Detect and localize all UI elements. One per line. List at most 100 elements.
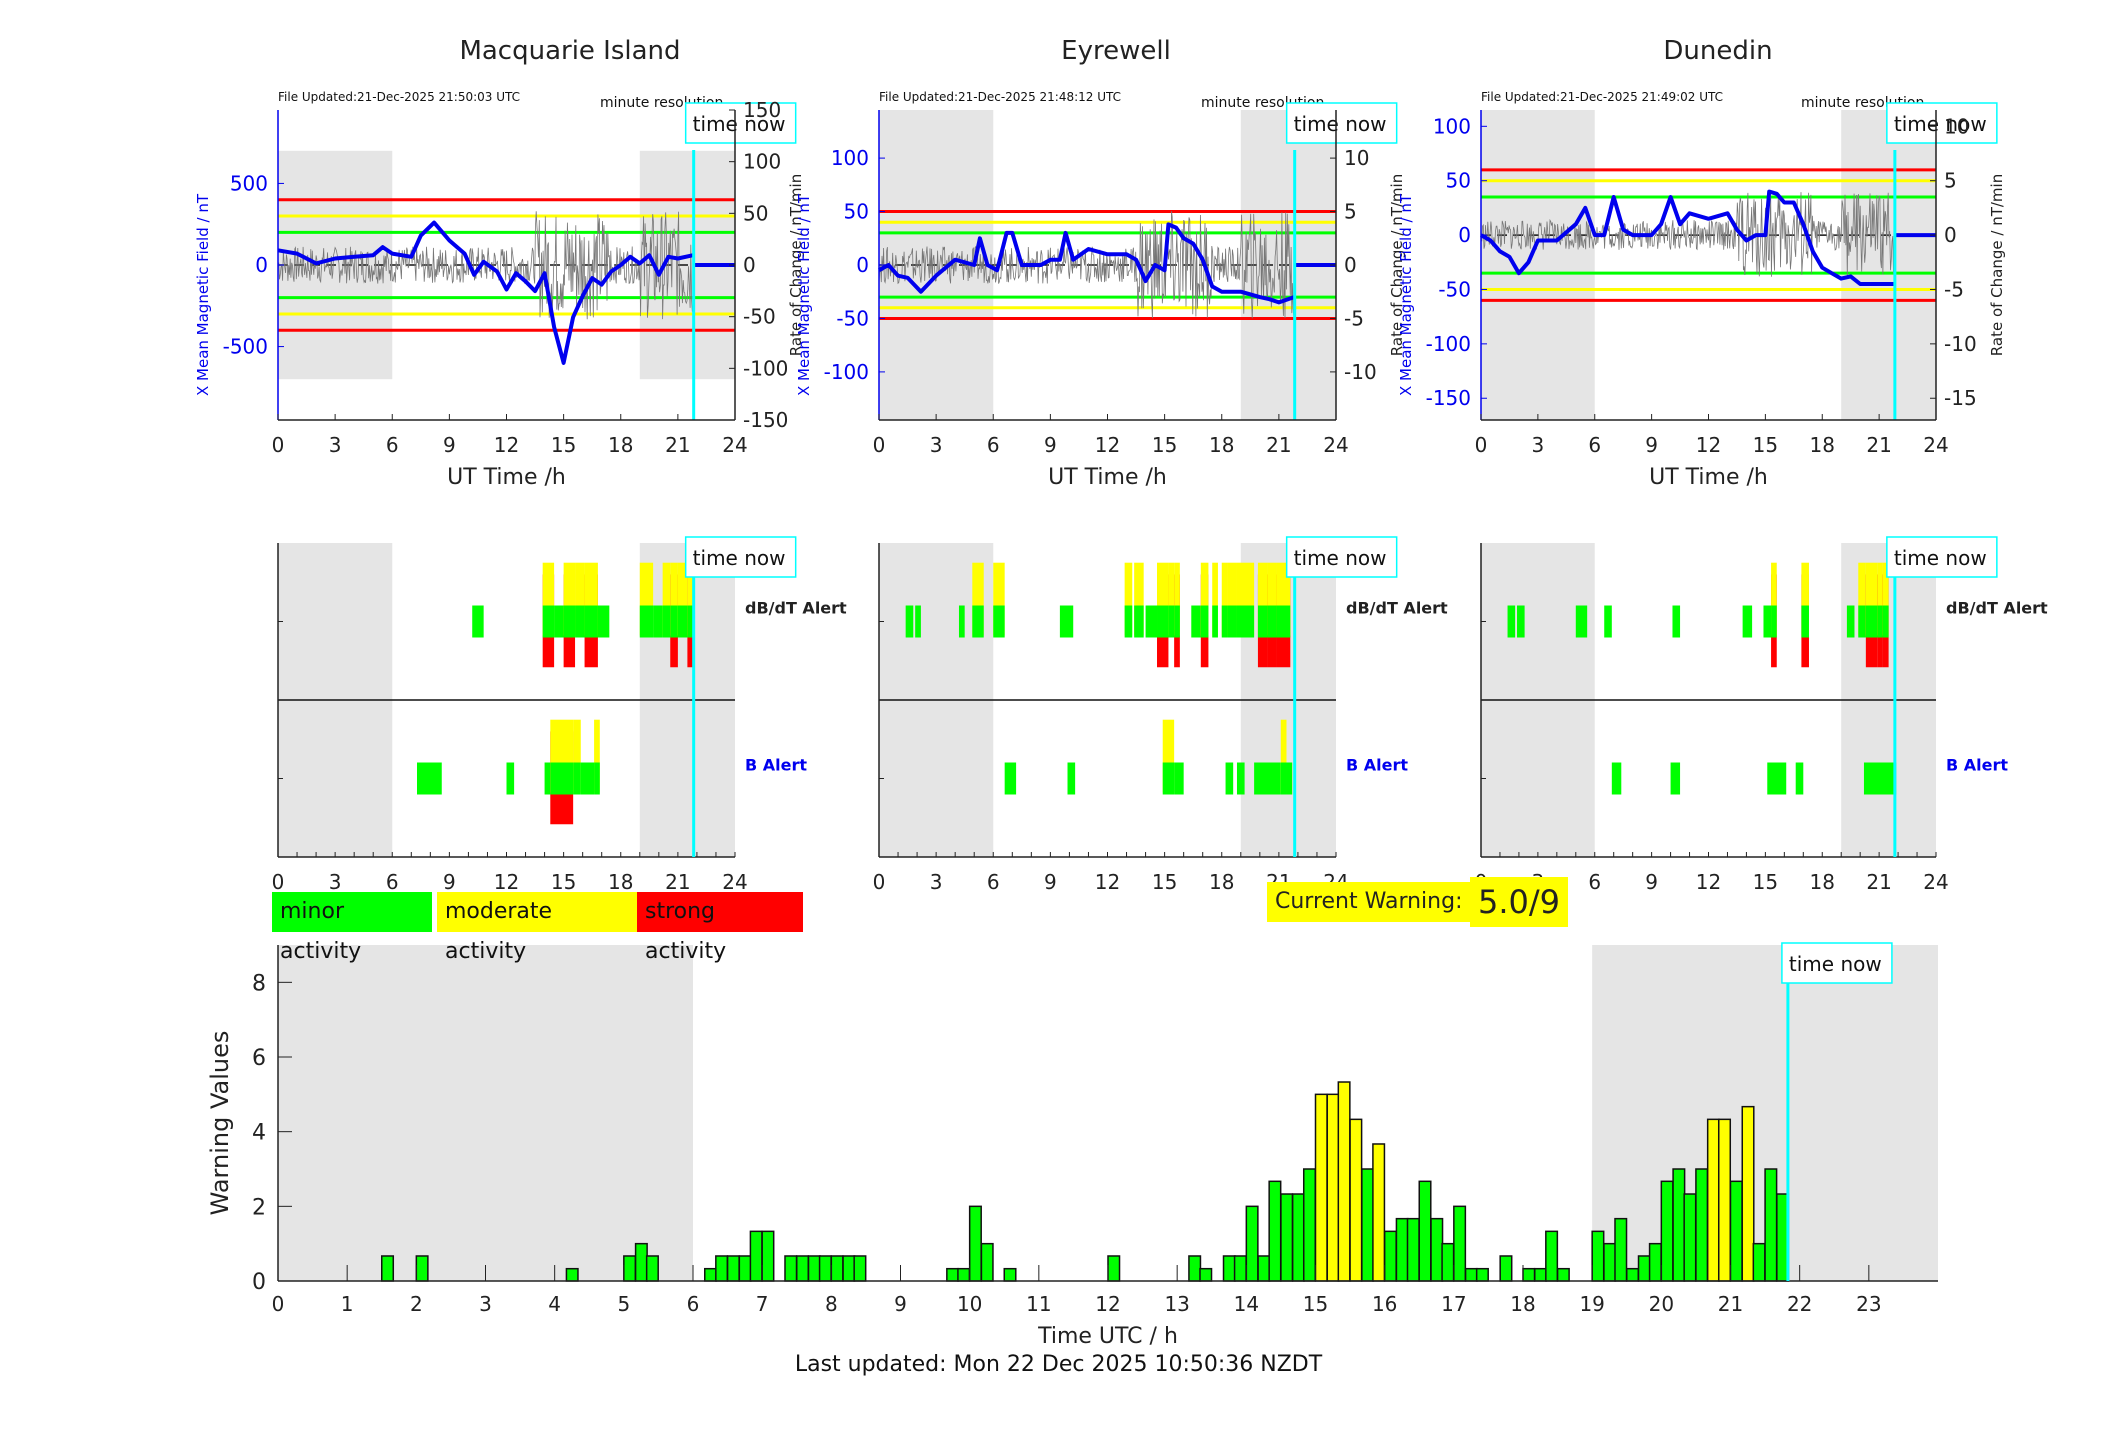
right-tick-label: 10 [1944, 114, 1969, 138]
warning-bar [1764, 1168, 1778, 1282]
left-tick-label: 100 [831, 146, 869, 170]
warning-bar [818, 1255, 832, 1282]
warning-bar [704, 1267, 718, 1282]
station-panel-2: File Updated:21-Dec-2025 21:49:02 UTC min… [1397, 90, 2006, 490]
right-tick-label: -10 [1944, 332, 1977, 356]
warning-bar [1545, 1230, 1559, 1282]
dbdt-alert-bar-minor [1124, 605, 1133, 638]
left-tick-label: 0 [255, 253, 268, 277]
right-tick-label: 10 [1344, 146, 1369, 170]
warning-bar [1475, 1267, 1489, 1282]
rate-of-change-trace [878, 211, 1295, 319]
x-tick-label: 3 [479, 1292, 492, 1316]
x-tick-label: 0 [272, 1292, 285, 1316]
time-now-label: time now [693, 546, 786, 570]
b-alert-bar-minor [1795, 762, 1804, 795]
b-alert-bar-minor [1004, 762, 1017, 795]
dbdt-alert-bar-minor [472, 605, 484, 638]
b-alert-bar-minor [573, 762, 581, 795]
x-tick-label: 9 [443, 433, 456, 457]
dbdt-alert-bar-minor [958, 605, 965, 638]
warning-bar [1706, 1118, 1720, 1282]
legend-moderate-activity: moderate activity [437, 892, 637, 964]
dbdt-alert-bar-minor [1507, 605, 1516, 638]
warning-bar [830, 1255, 844, 1282]
x-tick-label: 12 [494, 433, 519, 457]
warning-bar [1441, 1242, 1455, 1282]
dbdt-alert-bar-minor [1771, 605, 1777, 638]
alert-x-tick-label: 0 [272, 870, 285, 894]
warning-bar [715, 1255, 729, 1282]
left-tick-label: 0 [1458, 223, 1471, 247]
warning-bar [980, 1242, 994, 1282]
current-warning-value: 5.0/9 [1470, 877, 1569, 927]
dbdt-alert-bar-minor [1517, 605, 1525, 638]
y-tick-label: 2 [252, 1195, 266, 1220]
x-tick-label: 2 [410, 1292, 423, 1316]
alert-x-tick-label: 9 [443, 870, 456, 894]
right-tick-label: -50 [743, 305, 776, 329]
warning-bar [1752, 1242, 1766, 1282]
warning-bar [738, 1255, 752, 1282]
warning-bar [1107, 1255, 1121, 1282]
alert-x-tick-label: 21 [1866, 870, 1891, 894]
x-tick-label: 17 [1441, 1292, 1466, 1316]
dbdt-alert-bar-moderate [687, 562, 694, 636]
dbdt-alert-bar-minor [1059, 605, 1074, 638]
time-now-box [1886, 536, 1998, 578]
left-tick-label: -150 [1426, 386, 1471, 410]
dbdt-alert-bar-minor [1212, 605, 1218, 638]
left-tick-label: 500 [230, 171, 268, 195]
night-band [278, 945, 693, 1281]
magnetic-field-trace [1480, 189, 1895, 286]
dbdt-alert-bar-minor [1604, 605, 1612, 638]
warning-bar [1233, 1255, 1247, 1282]
dbdt-alert-bar-minor [1236, 605, 1255, 638]
alert-x-tick-label: 24 [1923, 870, 1948, 894]
warning-bar [946, 1267, 960, 1282]
b-alert-bar-minor [1767, 762, 1787, 795]
file-updated-text: File Updated:21-Dec-2025 21:49:02 UTC [1481, 90, 1723, 104]
x-tick-label: 14 [1234, 1292, 1259, 1316]
alert-x-tick-label: 18 [608, 870, 633, 894]
dbdt-alert-bar-moderate [1200, 562, 1209, 636]
time-now-label: time now [1894, 546, 1987, 570]
dbdt-alert-bar-moderate [1858, 562, 1866, 636]
x-tick-label: 6 [1588, 433, 1601, 457]
alert-x-tick-label: 6 [386, 870, 399, 894]
dbdt-alert-bar-moderate [1877, 562, 1883, 636]
x-tick-label: 19 [1579, 1292, 1604, 1316]
legend-strong-activity: strong activity [637, 892, 803, 964]
file-updated-text: File Updated:21-Dec-2025 21:50:03 UTC [278, 90, 520, 104]
x-tick-label: 11 [1026, 1292, 1051, 1316]
dbdt-alert-bar-minor [653, 605, 663, 638]
warning-bar [645, 1255, 659, 1282]
dbdt-alert-bar-minor [1191, 605, 1201, 638]
x-axis-label: UT Time /h [1649, 465, 1768, 490]
right-tick-label: -150 [743, 408, 788, 432]
dbdt-alert-bar-moderate [1212, 562, 1218, 636]
x-tick-label: 18 [1810, 433, 1835, 457]
dbdt-alert-bar-minor [1134, 605, 1144, 638]
dbdt-alert-bar-minor [1742, 605, 1753, 638]
dbdt-alert-bar-moderate [542, 562, 555, 636]
left-axis-label: X Mean Magnetic Field / nT [194, 193, 212, 396]
right-tick-label: 50 [743, 201, 768, 225]
b-alert-bar-minor [417, 762, 442, 795]
warning-bar [807, 1255, 821, 1282]
b-alert-bar-minor [1225, 762, 1234, 795]
x-tick-label: 15 [551, 433, 576, 457]
dbdt-alert-bar-moderate [670, 562, 678, 636]
dbdt-alert-bar-moderate [563, 562, 576, 636]
dbdt-alert-bar-minor [915, 605, 921, 638]
right-tick-label: 5 [1944, 169, 1957, 193]
left-axis-label: X Mean Magnetic Field / nT [1397, 193, 1415, 396]
warning-bar [1003, 1267, 1017, 1282]
b-alert-bar-minor [550, 762, 574, 795]
warning-bar [1660, 1180, 1674, 1282]
dbdt-alert-bar-minor [1221, 605, 1228, 638]
warning-bar [1453, 1205, 1467, 1282]
dbdt-alert-bar-minor [677, 605, 688, 638]
time-now-label: time now [1294, 546, 1387, 570]
